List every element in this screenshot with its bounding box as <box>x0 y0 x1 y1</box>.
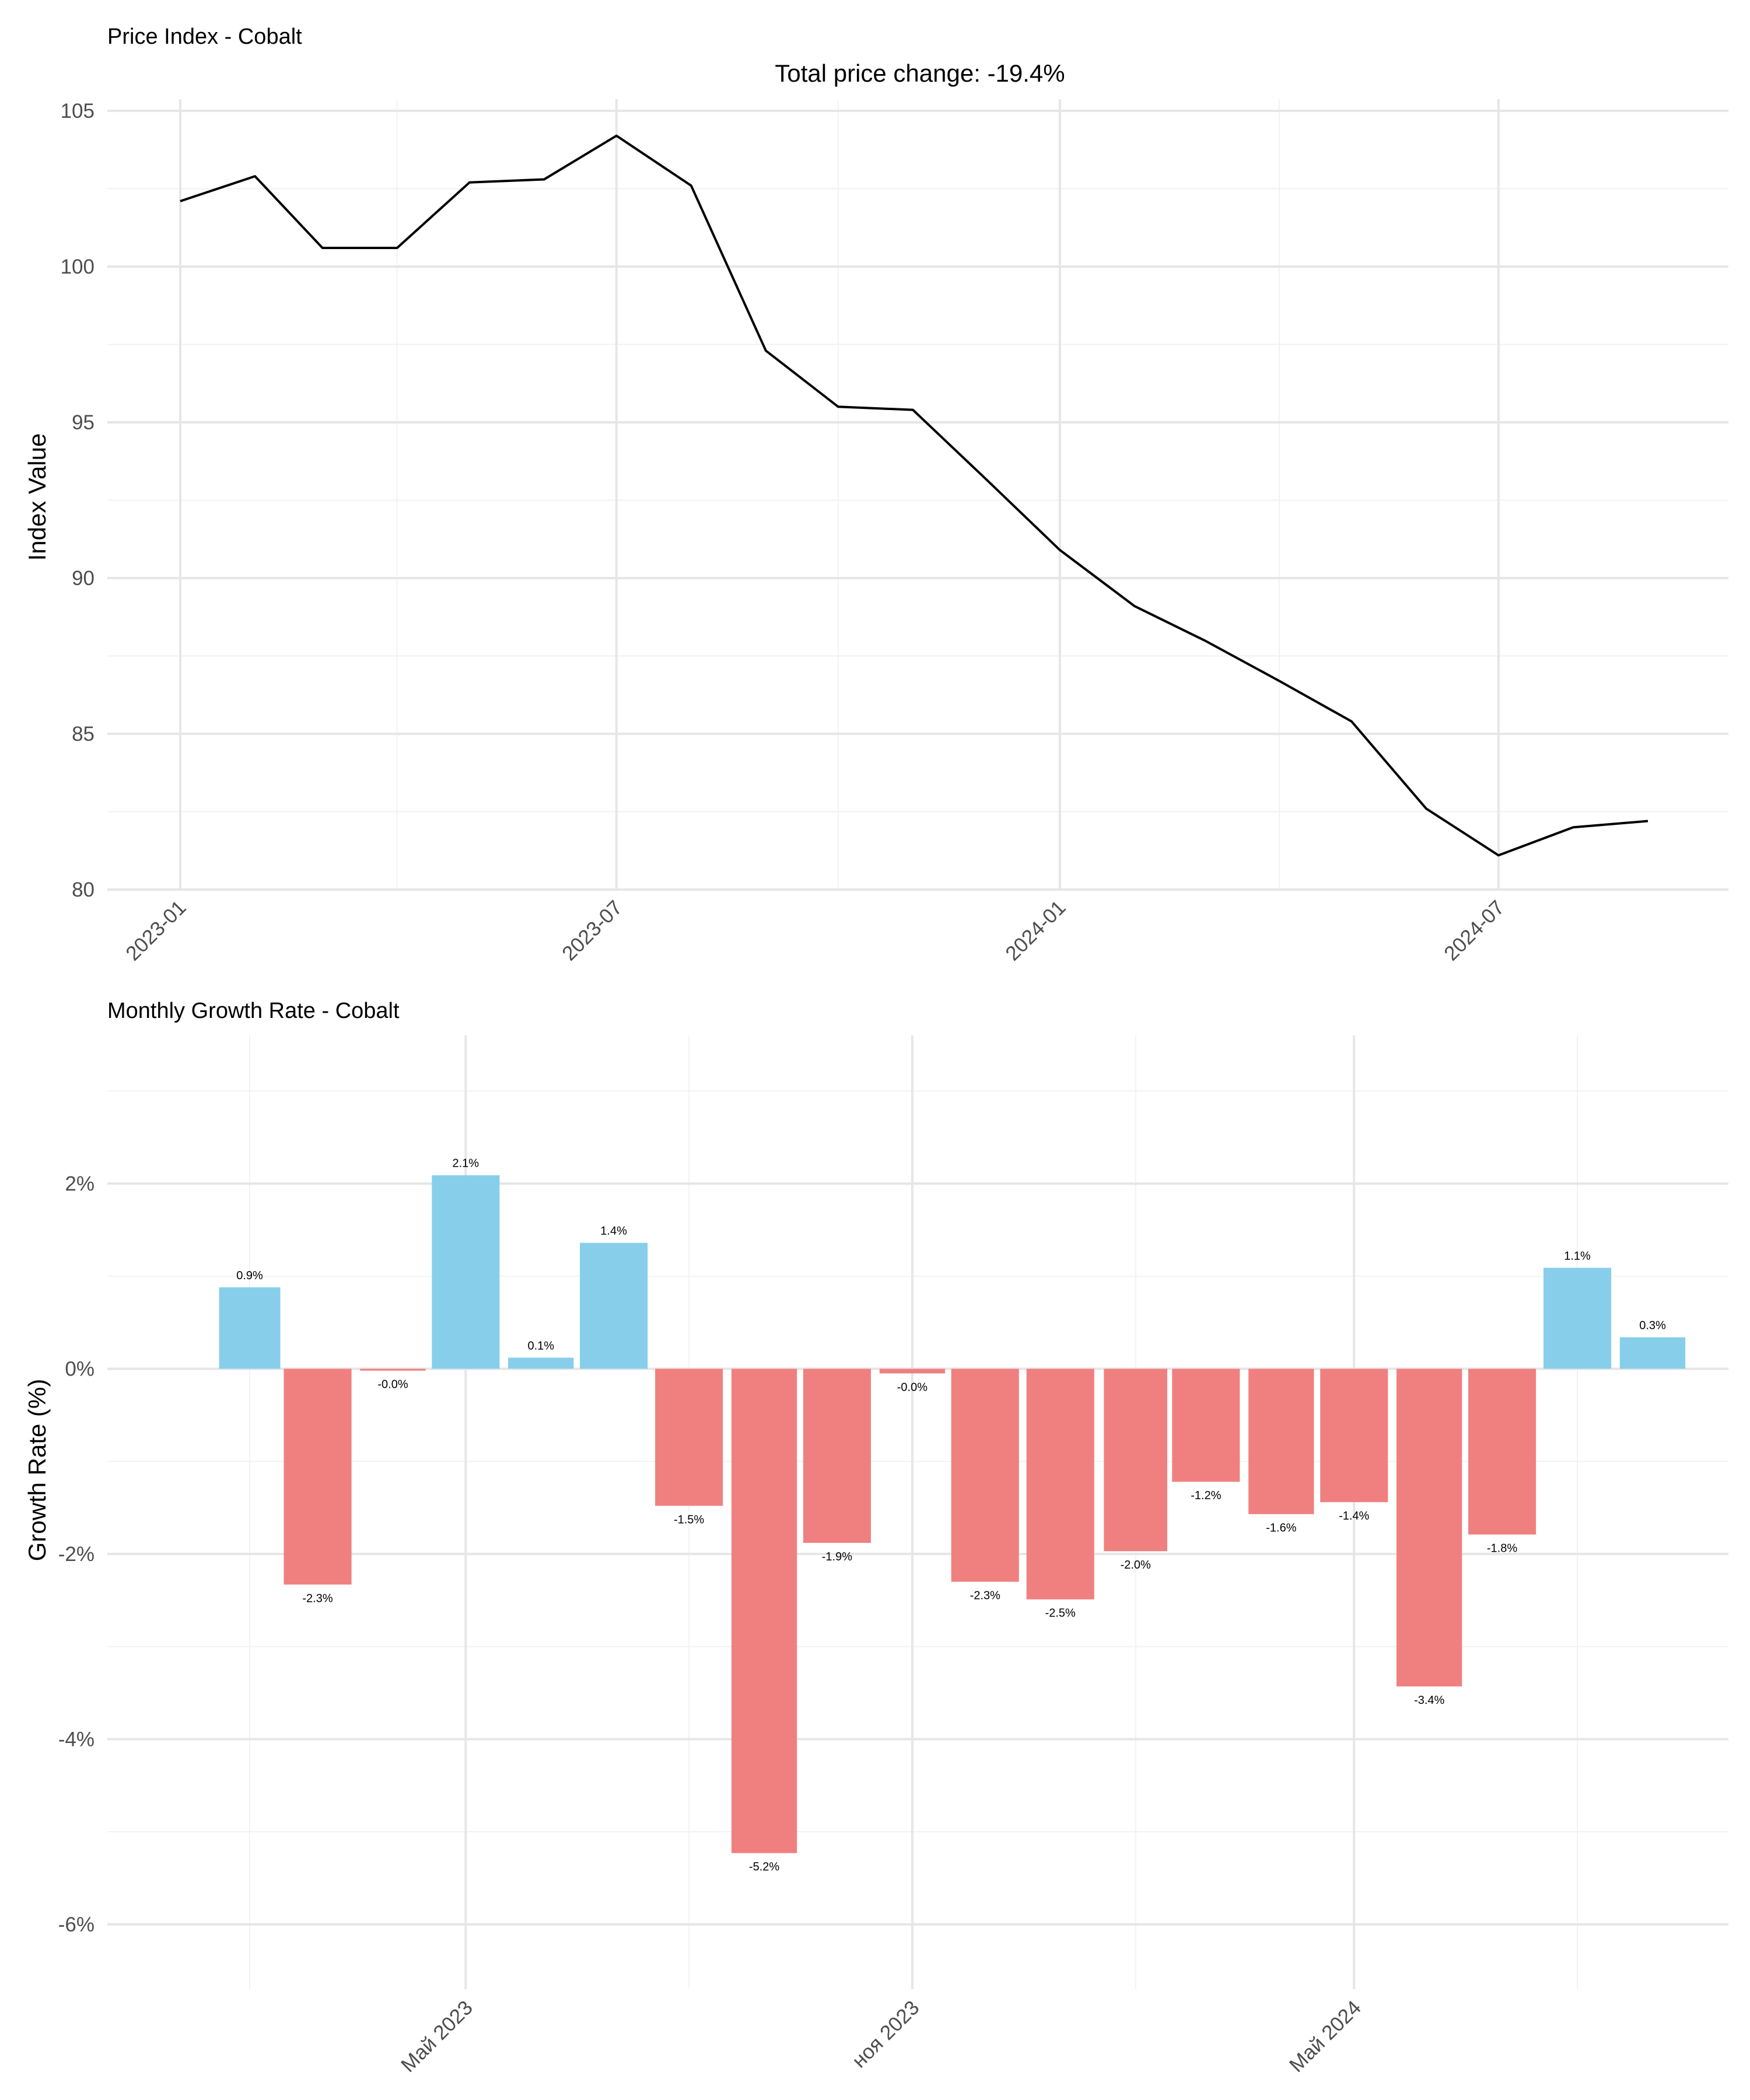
bar-data-label: 1.1% <box>1564 1250 1591 1262</box>
y-tick-label: 2% <box>65 1172 94 1195</box>
y-tick-label: -2% <box>58 1543 94 1566</box>
growth-rate-title: Monthly Growth Rate - Cobalt <box>107 999 400 1023</box>
growth-bar <box>1172 1368 1240 1482</box>
bar-data-label: -2.3% <box>970 1590 1000 1602</box>
bar-data-label: 2.1% <box>453 1157 480 1170</box>
bar-data-label: 0.3% <box>1639 1320 1666 1332</box>
growth-rate-grid <box>107 1035 1728 1989</box>
price-index-y-ticks: 80 85 90 95 100 105 <box>61 100 94 901</box>
y-tick-label: 105 <box>61 100 94 123</box>
growth-bar <box>284 1368 352 1585</box>
x-tick-label: ноя 2023 <box>848 1996 923 2072</box>
x-tick-label: 2024-07 <box>1440 896 1508 965</box>
growth-bar <box>360 1368 426 1371</box>
bar-data-label: -2.5% <box>1045 1607 1076 1620</box>
y-tick-label: 0% <box>65 1357 94 1380</box>
bar-data-label: -3.4% <box>1414 1694 1444 1707</box>
growth-bar <box>879 1368 946 1374</box>
growth-bar <box>1104 1368 1167 1552</box>
bar-data-label: 0.9% <box>236 1269 263 1282</box>
bar-data-label: 0.1% <box>528 1339 555 1352</box>
x-tick-label: Май 2024 <box>1285 1996 1366 2077</box>
growth-bar <box>1619 1337 1686 1369</box>
bar-data-label: -0.0% <box>377 1378 408 1391</box>
growth-bar <box>1320 1368 1388 1503</box>
bar-data-label: -1.4% <box>1339 1510 1369 1522</box>
growth-bar <box>1544 1268 1612 1369</box>
bar-data-label: -2.3% <box>302 1592 332 1605</box>
growth-bar <box>655 1368 723 1506</box>
y-tick-label: 80 <box>72 878 94 901</box>
growth-bar <box>1248 1368 1314 1514</box>
growth-bar <box>219 1287 281 1369</box>
bar-data-label: -5.2% <box>749 1861 779 1874</box>
growth-rate-x-ticks: Май 2023 ноя 2023 Май 2024 <box>397 1996 1366 2077</box>
growth-bar <box>508 1357 574 1369</box>
y-tick-label: 100 <box>61 256 94 278</box>
growth-bar <box>580 1242 648 1369</box>
growth-rate-panel: Monthly Growth Rate - Cobalt Growth Rate… <box>23 999 1728 2077</box>
growth-bar <box>803 1368 871 1543</box>
growth-bar <box>1396 1368 1462 1686</box>
bar-data-label: -2.0% <box>1121 1559 1151 1572</box>
y-tick-label: 85 <box>72 723 94 746</box>
growth-bar <box>1468 1368 1536 1535</box>
growth-bar <box>951 1368 1019 1582</box>
y-tick-label: 95 <box>72 411 94 434</box>
growth-bar <box>432 1175 500 1369</box>
price-index-series <box>180 134 1648 857</box>
bar-data-label: 1.4% <box>600 1225 627 1238</box>
bar-data-label: -1.2% <box>1191 1489 1221 1502</box>
bar-data-label: -1.6% <box>1266 1522 1296 1535</box>
growth-bar <box>1026 1368 1094 1600</box>
x-tick-label: 2023-07 <box>558 896 626 965</box>
price-index-panel: Price Index - Cobalt Total price change:… <box>23 24 1728 965</box>
y-tick-label: 90 <box>72 567 94 590</box>
x-tick-label: 2023-01 <box>121 896 190 965</box>
x-tick-label: 2024-01 <box>1001 896 1070 965</box>
price-index-line <box>180 134 1648 857</box>
bar-data-label: -0.0% <box>897 1381 928 1394</box>
growth-bar <box>731 1368 797 1853</box>
growth-rate-y-ticks: -6% -4% -2% 0% 2% <box>58 1172 94 1936</box>
bar-data-label: -1.9% <box>822 1550 852 1563</box>
bar-data-label: -1.5% <box>674 1513 704 1526</box>
price-index-subtitle: Total price change: -19.4% <box>775 60 1065 87</box>
price-index-y-axis-label: Index Value <box>23 433 51 561</box>
price-index-grid <box>107 99 1728 891</box>
x-tick-label: Май 2023 <box>397 1996 477 2077</box>
y-tick-label: -4% <box>58 1728 94 1751</box>
price-index-x-ticks: 2023-01 2023-07 2024-01 2024-07 <box>121 896 1508 965</box>
price-index-title: Price Index - Cobalt <box>107 24 302 49</box>
growth-rate-bars <box>219 1175 1686 1853</box>
bar-data-label: -1.8% <box>1487 1542 1517 1555</box>
y-tick-label: -6% <box>58 1913 94 1936</box>
growth-rate-data-labels: 0.9% -2.3% -0.0% 2.1% 0.1% 1.4% -1.5% -5.2% -1.9… <box>236 1157 1666 1874</box>
growth-rate-y-axis-label: Growth Rate (%) <box>23 1379 51 1562</box>
